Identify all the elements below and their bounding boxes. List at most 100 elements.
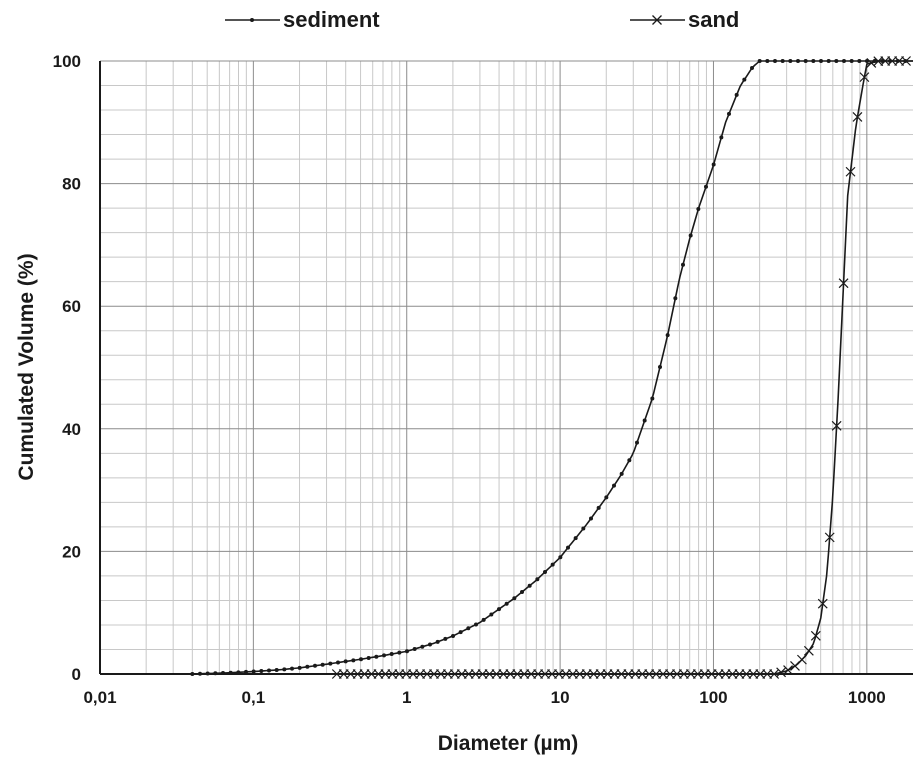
data-point-sediment [604, 495, 609, 500]
data-point-sediment [451, 633, 456, 638]
data-point-sand [373, 669, 384, 679]
data-point-sediment [566, 545, 571, 550]
data-point-sediment [190, 672, 195, 676]
data-point-sand [331, 669, 342, 679]
data-point-sediment [681, 262, 686, 267]
data-point-sediment [282, 667, 287, 672]
data-point-sand [887, 56, 898, 66]
data-point-sediment [711, 162, 716, 167]
data-point-sediment [826, 59, 831, 63]
data-point-sediment [857, 59, 862, 63]
legend-marker-sediment [250, 18, 254, 22]
data-point-sediment [734, 92, 739, 97]
data-point-sediment [382, 653, 387, 658]
data-point-sand [699, 669, 710, 679]
data-point-sand [519, 669, 530, 679]
data-point-sand [651, 669, 662, 679]
data-point-sediment [673, 296, 678, 301]
y-tick-label: 40 [62, 420, 81, 439]
data-point-sand [401, 669, 412, 679]
data-point-sediment [581, 526, 586, 531]
data-point-sand [838, 278, 849, 289]
data-point-sand [762, 669, 773, 679]
data-point-sediment [336, 660, 341, 665]
y-tick-label: 100 [53, 52, 81, 71]
x-tick-label: 0,01 [83, 688, 116, 707]
data-point-sand [338, 669, 349, 679]
data-point-sediment [489, 612, 494, 617]
data-point-sand [345, 669, 356, 679]
data-point-sand [567, 669, 578, 679]
data-point-sand [442, 669, 453, 679]
data-point-sand [533, 669, 544, 679]
data-point-sediment [443, 636, 448, 641]
y-tick-label: 60 [62, 297, 81, 316]
data-point-sediment [420, 644, 425, 649]
data-point-sand [380, 669, 391, 679]
data-point-sediment [535, 577, 540, 582]
data-point-sediment [543, 569, 548, 574]
data-point-sediment [198, 671, 203, 676]
data-point-sediment [497, 607, 502, 612]
legend-item-sediment: sediment [225, 7, 380, 32]
data-point-sediment [719, 135, 724, 140]
series [190, 56, 913, 679]
data-point-sand [727, 669, 738, 679]
data-point-sediment [458, 630, 463, 635]
data-point-sediment [320, 662, 325, 667]
data-point-sand [706, 669, 717, 679]
data-point-sand [422, 669, 432, 679]
y-tick-label: 80 [62, 175, 81, 194]
data-point-sand [713, 669, 724, 679]
data-point-sediment [512, 596, 517, 601]
data-point-sand [748, 669, 759, 679]
data-point-sediment [205, 671, 210, 676]
data-point-sediment [228, 670, 233, 675]
data-point-sediment [803, 59, 808, 63]
data-point-sediment [213, 671, 218, 676]
data-point-sand [554, 669, 564, 679]
data-point-sediment [397, 650, 402, 655]
data-point-sediment [274, 667, 279, 672]
legend-label-sediment: sediment [283, 7, 380, 32]
data-point-sediment [474, 622, 479, 627]
data-point-sand [665, 669, 675, 679]
x-tick-label: 0,1 [242, 688, 266, 707]
data-point-sediment [757, 59, 762, 63]
data-point-sand [456, 669, 467, 679]
grid-major [100, 60, 913, 674]
data-point-sediment [428, 642, 433, 647]
data-point-sediment [343, 659, 348, 664]
data-point-sand [658, 669, 669, 679]
data-point-sand [574, 669, 585, 679]
data-point-sand [609, 669, 620, 679]
data-point-sediment [727, 111, 732, 116]
data-point-sand [803, 645, 814, 656]
data-point-sediment [520, 589, 525, 594]
data-point-sediment [811, 59, 816, 63]
data-point-sand [630, 669, 641, 679]
tick-labels: 0,01 0,1 1 10 100 1000 0 20 40 60 80 100 [53, 52, 886, 707]
data-point-sediment [527, 583, 532, 588]
data-point-sand [366, 669, 377, 679]
data-point-sediment [742, 77, 747, 82]
data-point-sand [526, 669, 537, 679]
y-tick-label: 20 [62, 542, 81, 561]
data-point-sand [436, 669, 446, 679]
data-point-sand [484, 669, 495, 679]
grid-minor [100, 61, 913, 674]
data-point-sand [755, 669, 766, 679]
data-point-sediment [688, 233, 693, 238]
data-point-sediment [359, 657, 364, 662]
data-point-sand [547, 669, 557, 679]
data-point-sediment [504, 601, 509, 606]
data-point-sand [616, 669, 627, 679]
data-point-sand [429, 669, 439, 679]
data-point-sand [449, 669, 460, 679]
data-point-sediment [635, 440, 640, 445]
data-point-sediment [236, 670, 241, 675]
x-tick-label: 10 [551, 688, 570, 707]
data-point-sand [512, 669, 523, 679]
data-point-sand [678, 669, 689, 679]
data-point-sand [734, 669, 745, 679]
